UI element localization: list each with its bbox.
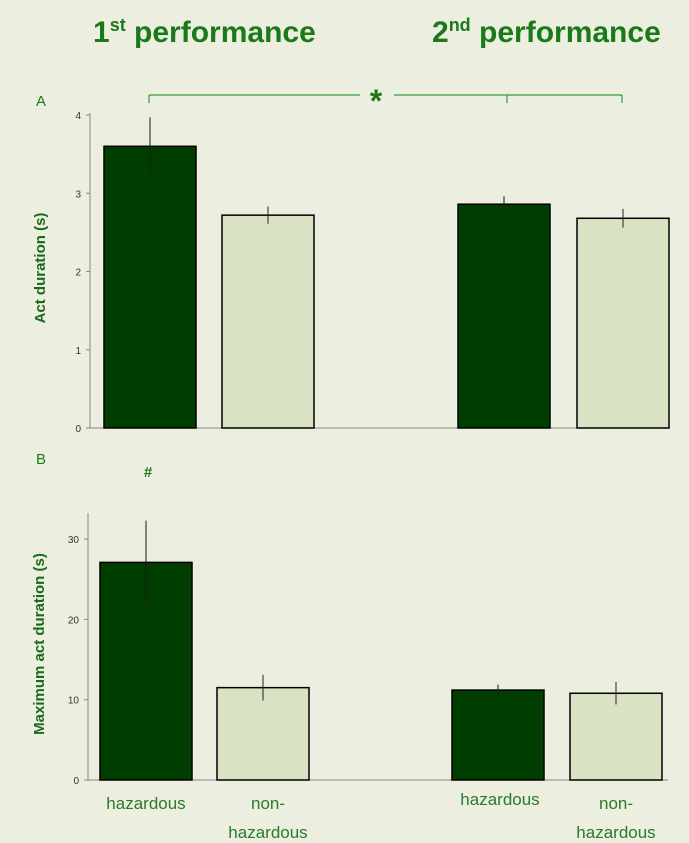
category-label-non-hazardous-1st-line2: hazardous: [228, 823, 307, 842]
header-second-ordinal: 2: [432, 16, 449, 49]
header-first-performance: 1st performance: [93, 15, 316, 49]
bar-a-perf2-non-hazardous: [576, 217, 670, 429]
category-label-non-hazardous-2nd-line1: non-: [599, 794, 633, 813]
chart-marks: 0 1 2 3 4 0 10 20 30: [68, 111, 670, 787]
panel-label-b: B: [36, 451, 46, 468]
bar-a-perf1-non-hazardous: [221, 214, 315, 429]
category-label-hazardous-2nd: hazardous: [460, 790, 539, 809]
y-axis-label-a: Act duration (s): [32, 213, 49, 324]
y-tick-label-a-1: 1: [75, 346, 81, 357]
header-first-word: performance: [126, 16, 316, 49]
y-tick-label-b-0: 0: [73, 776, 79, 787]
y-tick-label-b-30: 30: [68, 535, 80, 546]
panel-label-a: A: [36, 93, 46, 110]
category-label-non-hazardous-1st-line1: non-: [251, 794, 285, 813]
header-second-performance: 2nd performance: [432, 15, 661, 49]
bar-b-perf1-non-hazardous: [216, 686, 310, 781]
bar-b-perf2-hazardous: [451, 689, 545, 781]
y-tick-label-b-10: 10: [68, 696, 80, 707]
category-label-hazardous-1st: hazardous: [106, 794, 185, 813]
header-first-ordinal: 1: [93, 16, 110, 49]
category-label-non-hazardous-2nd-line2: hazardous: [576, 823, 655, 842]
y-axis-label-b: Maximum act duration (s): [31, 553, 48, 735]
y-tick-label-a-2: 2: [75, 268, 81, 279]
hash-annotation: #: [144, 464, 153, 481]
header-second-suffix: nd: [449, 15, 471, 35]
bar-b-perf2-non-hazardous: [569, 692, 663, 781]
significance-star: *: [370, 83, 383, 119]
y-tick-label-b-20: 20: [68, 615, 80, 626]
significance-bracket: [148, 94, 623, 103]
bar-a-perf1-hazardous: [103, 145, 197, 429]
header-first-suffix: st: [110, 15, 126, 35]
bar-a-perf2-hazardous: [457, 203, 551, 429]
y-tick-label-a-3: 3: [75, 189, 81, 200]
y-tick-label-a-4: 4: [75, 111, 81, 122]
y-tick-label-a-0: 0: [75, 424, 81, 435]
header-second-word: performance: [471, 16, 661, 49]
